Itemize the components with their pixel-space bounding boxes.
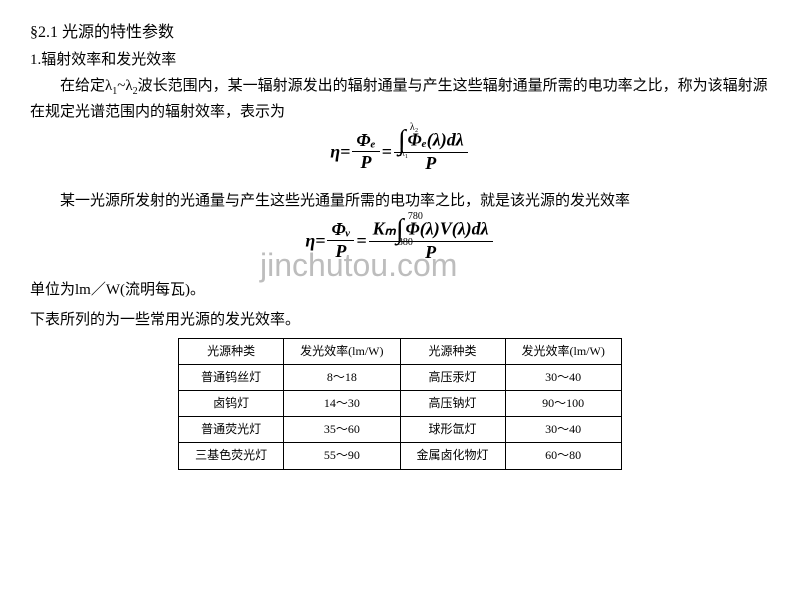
paragraph-3: 单位为lm／W(流明每瓦)。 <box>30 278 770 302</box>
paragraph-2: 某一光源所发射的光通量与产生这些光通量所需的电功率之比，就是该光源的发光效率 <box>30 189 770 213</box>
table-row: 普通荧光灯35～60球形氙灯30～40 <box>179 417 622 443</box>
paragraph-1: 在给定λ1~λ2波长范围内，某一辐射源发出的辐射通量与产生这些辐射通量所需的电功… <box>30 74 770 124</box>
table-row: 卤钨灯14～30高压钠灯90～100 <box>179 390 622 416</box>
section-title: §2.1 光源的特性参数 <box>30 20 770 46</box>
efficiency-table: 光源种类 发光效率(lm/W) 光源种类 发光效率(lm/W) 普通钨丝灯8～1… <box>178 338 622 470</box>
table-row: 普通钨丝灯8～18高压汞灯30～40 <box>179 364 622 390</box>
table-header-row: 光源种类 发光效率(lm/W) 光源种类 发光效率(lm/W) <box>179 338 622 364</box>
subsection-title: 1.辐射效率和发光效率 <box>30 48 770 72</box>
paragraph-4: 下表所列的为一些常用光源的发光效率。 <box>30 308 770 332</box>
formula-2: η=ΦᵥP=Kₘ∫780380Φ(λ)V(λ)dλP <box>30 219 770 266</box>
table-header: 发光效率(lm/W) <box>284 338 400 364</box>
formula-1: η=ΦₑP=∫λ₂λ₁Φₑ(λ)dλP <box>30 130 770 177</box>
table-header: 发光效率(lm/W) <box>505 338 621 364</box>
table-row: 三基色荧光灯55～90金属卤化物灯60～80 <box>179 443 622 469</box>
table-header: 光源种类 <box>179 338 284 364</box>
table-header: 光源种类 <box>400 338 505 364</box>
